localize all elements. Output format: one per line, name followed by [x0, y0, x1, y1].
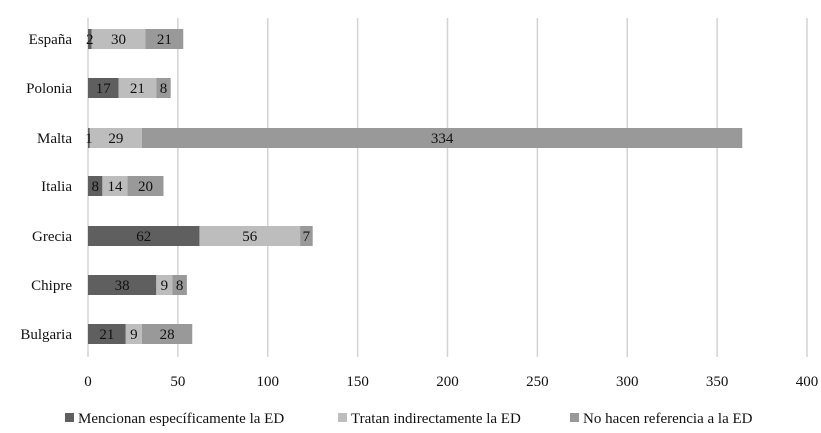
bar-España-series-1 — [88, 29, 92, 49]
bars — [88, 29, 743, 344]
bar-España-series-2 — [91, 29, 146, 49]
legend-swatch — [65, 413, 74, 422]
data-label: 38 — [115, 278, 130, 294]
bar-Bulgaria-series-2 — [125, 324, 142, 344]
legend-swatch — [570, 413, 579, 422]
bar-Malta-series-3 — [141, 128, 743, 148]
bar-Bulgaria-series-3 — [141, 324, 193, 344]
bar-Polonia-series-2 — [118, 78, 157, 98]
category-label: Grecia — [32, 229, 72, 245]
x-tick-label: 400 — [796, 374, 819, 390]
category-label: Bulgaria — [20, 327, 72, 343]
data-label: 1 — [85, 131, 93, 147]
data-label: 20 — [138, 179, 153, 195]
x-tick-label: 50 — [170, 374, 185, 390]
data-label: 9 — [161, 278, 169, 294]
category-label: Polonia — [26, 81, 72, 97]
legend-swatch — [338, 413, 347, 422]
bar-Italia-series-1 — [88, 176, 103, 196]
bar-Italia-series-2 — [102, 176, 128, 196]
data-label: 8 — [160, 81, 168, 97]
data-label: 28 — [160, 327, 175, 343]
bar-Malta-series-2 — [89, 128, 142, 148]
category-label: España — [29, 32, 73, 48]
bar-Italia-series-3 — [127, 176, 164, 196]
bar-Polonia-series-1 — [88, 78, 119, 98]
x-tick-label: 200 — [436, 374, 459, 390]
x-tick-label: 100 — [257, 374, 280, 390]
gridlines — [87, 18, 808, 357]
category-labels: España Polonia Malta Italia Grecia Chipre Bulg… — [20, 32, 72, 343]
bar-España-series-3 — [145, 29, 184, 49]
bar-Polonia-series-3 — [156, 78, 171, 98]
bar-Chipre-series-1 — [88, 275, 157, 295]
data-label: 334 — [431, 131, 454, 147]
legend-label: No hacen referencia a la ED — [583, 411, 753, 427]
category-label: Malta — [37, 131, 72, 147]
data-label: 9 — [130, 327, 138, 343]
data-label: 29 — [108, 131, 123, 147]
category-label: Italia — [41, 179, 72, 195]
data-label: 62 — [136, 229, 151, 245]
data-label: 17 — [96, 81, 112, 97]
x-tick-label: 300 — [616, 374, 639, 390]
data-label: 21 — [157, 32, 172, 48]
data-label: 56 — [242, 229, 258, 245]
bar-Grecia-series-3 — [300, 226, 313, 246]
x-tick-label: 0 — [84, 374, 92, 390]
data-label: 7 — [303, 229, 311, 245]
legend-label: Tratan indirectamente la ED — [351, 411, 521, 427]
bar-Malta-series-1 — [88, 128, 90, 148]
x-tick-label: 150 — [346, 374, 369, 390]
data-label: 14 — [107, 179, 123, 195]
legend-label: Mencionan específicamente la ED — [78, 411, 284, 427]
bar-Bulgaria-series-1 — [88, 324, 126, 344]
data-label: 21 — [130, 81, 145, 97]
data-label: 30 — [111, 32, 126, 48]
data-label: 8 — [176, 278, 184, 294]
bar-Chipre-series-3 — [172, 275, 187, 295]
category-label: Chipre — [31, 278, 72, 294]
data-label: 21 — [99, 327, 114, 343]
x-tick-labels: 0 50 100 150 200 250 300 350 400 — [84, 374, 818, 390]
legend: Mencionan específicamente la ED Tratan in… — [65, 411, 753, 427]
bar-Grecia-series-2 — [199, 226, 301, 246]
data-label: 8 — [91, 179, 99, 195]
x-tick-label: 350 — [706, 374, 729, 390]
bar-Chipre-series-2 — [156, 275, 173, 295]
bar-Grecia-series-1 — [88, 226, 200, 246]
data-label: 2 — [86, 32, 94, 48]
x-tick-label: 250 — [526, 374, 549, 390]
